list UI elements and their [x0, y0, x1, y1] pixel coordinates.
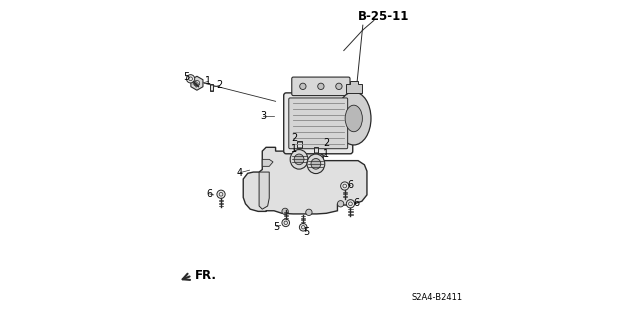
- FancyBboxPatch shape: [292, 77, 350, 96]
- Text: 1: 1: [323, 149, 330, 159]
- Bar: [296, 141, 301, 148]
- Polygon shape: [346, 82, 362, 92]
- Text: S2A4-B2411: S2A4-B2411: [412, 292, 463, 301]
- Circle shape: [300, 83, 306, 90]
- Bar: [314, 147, 318, 153]
- Circle shape: [340, 182, 349, 190]
- Circle shape: [306, 209, 312, 215]
- Text: 5: 5: [303, 227, 309, 237]
- Text: 4: 4: [237, 168, 243, 178]
- Circle shape: [186, 75, 195, 83]
- Ellipse shape: [345, 105, 362, 132]
- Text: 2: 2: [291, 133, 297, 143]
- Text: 6: 6: [348, 180, 353, 190]
- Ellipse shape: [290, 149, 308, 169]
- Circle shape: [336, 83, 342, 90]
- Circle shape: [300, 223, 307, 231]
- Circle shape: [337, 201, 344, 207]
- Circle shape: [346, 200, 355, 208]
- Polygon shape: [243, 147, 367, 214]
- Circle shape: [282, 219, 289, 227]
- Text: 6: 6: [353, 198, 359, 208]
- Ellipse shape: [337, 92, 371, 145]
- FancyBboxPatch shape: [284, 93, 353, 154]
- Ellipse shape: [294, 154, 304, 165]
- Text: 5: 5: [273, 222, 280, 232]
- FancyBboxPatch shape: [289, 98, 348, 149]
- Bar: [210, 84, 213, 92]
- Circle shape: [282, 208, 288, 215]
- Text: 3: 3: [260, 111, 266, 121]
- Text: 2: 2: [323, 138, 330, 148]
- Polygon shape: [259, 172, 269, 209]
- Circle shape: [217, 190, 225, 198]
- Text: 1: 1: [291, 144, 297, 154]
- Polygon shape: [262, 159, 273, 166]
- Ellipse shape: [307, 154, 324, 173]
- Text: 1: 1: [205, 76, 211, 86]
- Text: 6: 6: [207, 189, 212, 199]
- Text: 2: 2: [216, 80, 223, 91]
- Text: FR.: FR.: [195, 269, 218, 282]
- Circle shape: [317, 83, 324, 90]
- Text: 5: 5: [184, 72, 190, 82]
- Polygon shape: [191, 76, 203, 90]
- Text: B-25-11: B-25-11: [358, 10, 409, 23]
- Ellipse shape: [311, 158, 321, 169]
